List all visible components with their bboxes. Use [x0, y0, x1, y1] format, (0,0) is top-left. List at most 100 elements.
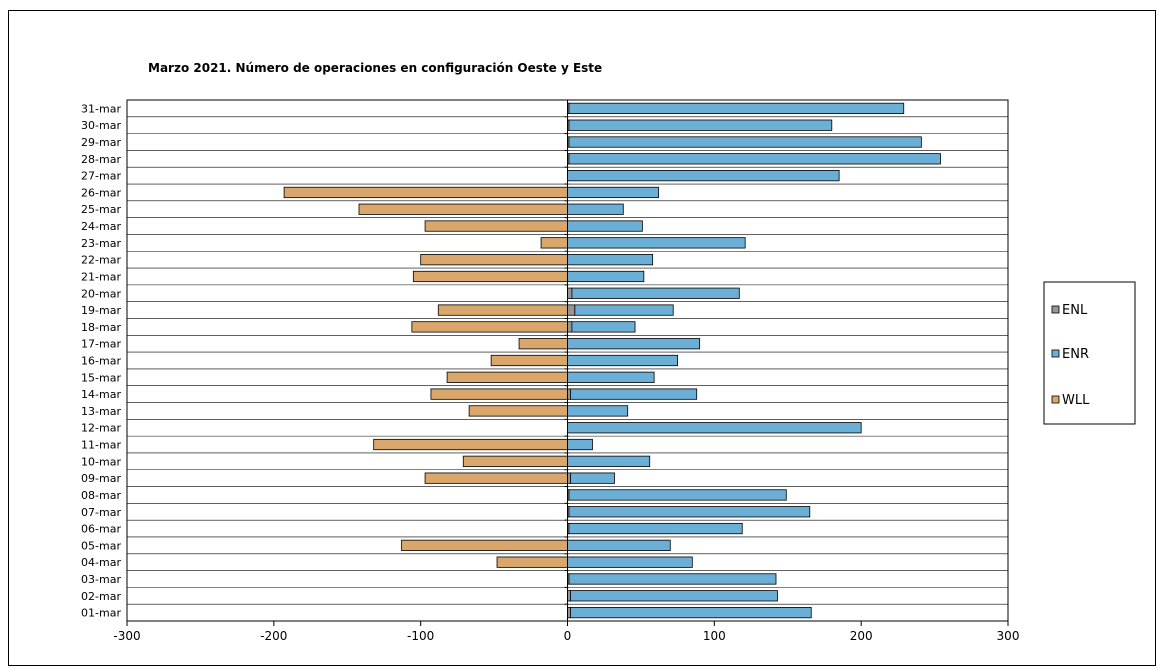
y-tick-label: 08-mar: [81, 489, 121, 502]
y-tick-label: 24-mar: [81, 220, 121, 233]
bar-wll-09-mar: [424, 472, 568, 484]
y-tick-label: 23-mar: [81, 237, 121, 250]
bar-wll-14-mar: [430, 388, 568, 400]
y-tick-label: 01-mar: [81, 607, 121, 620]
bar-wll-13-mar: [468, 405, 568, 417]
y-tick-label: 25-mar: [81, 203, 121, 216]
bar-enr-13-mar: [567, 405, 629, 417]
bar-wll-19-mar: [437, 304, 568, 316]
x-tick-label: -300: [113, 629, 140, 643]
y-tick-label: 29-mar: [81, 136, 121, 149]
bar-wll-26-mar: [283, 186, 568, 199]
y-tick-label: 26-mar: [81, 186, 121, 199]
legend-swatch-enl: [1051, 305, 1060, 314]
bar-wll-25-mar: [358, 203, 568, 215]
chart-title: Marzo 2021. Número de operaciones en con…: [148, 61, 602, 75]
bar-enr-14-mar: [570, 388, 698, 400]
y-tick-label: 27-mar: [81, 170, 121, 183]
bar-enr-02-mar: [570, 590, 778, 602]
bar-enr-27-mar: [567, 170, 840, 182]
bar-wll-04-mar: [496, 556, 568, 568]
legend: ENL ENR WLL: [1043, 281, 1136, 425]
bar-wll-16-mar: [490, 354, 568, 367]
bar-enr-23-mar: [567, 237, 746, 249]
bar-enr-11-mar: [567, 438, 593, 451]
bar-wll-05-mar: [401, 539, 568, 551]
x-tick-label: -100: [407, 629, 434, 643]
bars: [283, 102, 941, 619]
bar-enr-28-mar: [568, 153, 941, 165]
bar-wll-21-mar: [412, 270, 568, 283]
bar-enr-30-mar: [568, 119, 833, 131]
bar-enr-26-mar: [567, 186, 659, 199]
y-tick-label: 05-mar: [81, 539, 121, 552]
bar-enr-07-mar: [568, 506, 811, 518]
bar-enr-19-mar: [574, 304, 674, 316]
y-tick-label: 28-mar: [81, 153, 121, 166]
bar-enl-20-mar: [567, 287, 573, 299]
bar-enr-04-mar: [567, 556, 693, 568]
bar-enr-31-mar: [568, 102, 905, 115]
y-tick-label: 02-mar: [81, 590, 121, 603]
legend-label-wll: WLL: [1062, 393, 1090, 408]
bar-enr-18-mar: [571, 321, 636, 333]
bar-enr-16-mar: [567, 354, 679, 367]
y-tick-label: 22-mar: [81, 254, 121, 267]
bar-enr-21-mar: [567, 270, 645, 283]
bar-enl-19-mar: [567, 304, 576, 316]
chart-svg: Marzo 2021. Número de operaciones en con…: [81, 61, 1136, 643]
bar-enr-29-mar: [568, 136, 922, 148]
bar-wll-17-mar: [518, 338, 568, 350]
y-tick-label: 10-mar: [81, 455, 121, 468]
y-tick-label: 31-mar: [81, 102, 121, 115]
bar-enl-18-mar: [567, 321, 573, 333]
legend-swatch-wll: [1051, 395, 1060, 404]
bar-enr-01-mar: [570, 606, 812, 619]
bar-enr-05-mar: [567, 539, 671, 551]
chart-frame: Marzo 2021. Número de operaciones en con…: [8, 10, 1156, 666]
y-tick-label: 07-mar: [81, 506, 121, 519]
x-tick-label: 0: [564, 629, 572, 643]
legend-label-enl: ENL: [1062, 303, 1088, 318]
y-tick-label: 13-mar: [81, 405, 121, 418]
y-tick-label: 12-mar: [81, 422, 121, 435]
bar-enr-12-mar: [567, 422, 862, 434]
bar-enr-20-mar: [571, 287, 740, 299]
y-tick-label: 19-mar: [81, 304, 121, 317]
x-tick-label: 200: [850, 629, 873, 643]
bar-wll-24-mar: [424, 220, 568, 232]
bar-enr-08-mar: [568, 489, 787, 501]
y-tick-label: 14-mar: [81, 388, 121, 401]
bar-enr-10-mar: [567, 455, 651, 467]
y-tick-label: 21-mar: [81, 270, 121, 283]
bar-wll-10-mar: [462, 455, 568, 467]
y-axis: 01-mar 02-mar 03-mar 04-mar 05-mar 06-mar 07-m…: [81, 99, 569, 622]
x-tick-label: -200: [260, 629, 287, 643]
x-tick-label: 100: [703, 629, 726, 643]
y-tick-label: 11-mar: [81, 439, 121, 452]
bar-enr-06-mar: [568, 522, 743, 535]
y-tick-label: 09-mar: [81, 472, 121, 485]
bar-wll-18-mar: [411, 321, 568, 333]
bar-enr-15-mar: [567, 371, 655, 383]
bar-enr-22-mar: [567, 254, 654, 266]
y-tick-label: 06-mar: [81, 523, 121, 536]
bar-enr-03-mar: [568, 573, 777, 585]
y-tick-label: 17-mar: [81, 338, 121, 351]
legend-swatch-enr: [1051, 349, 1060, 358]
bar-wll-15-mar: [446, 371, 568, 383]
x-axis: -300 -200 -100 0 100 200 300: [113, 621, 1019, 643]
bar-enr-17-mar: [567, 338, 701, 350]
bar-wll-11-mar: [373, 438, 568, 451]
y-tick-label: 04-mar: [81, 556, 121, 569]
y-tick-label: 20-mar: [81, 287, 121, 300]
x-tick-label: 300: [997, 629, 1020, 643]
y-tick-label: 30-mar: [81, 119, 121, 132]
bar-enr-25-mar: [567, 203, 624, 215]
y-tick-label: 18-mar: [81, 321, 121, 334]
y-tick-label: 03-mar: [81, 573, 121, 586]
bar-wll-22-mar: [420, 254, 568, 266]
y-tick-label: 16-mar: [81, 355, 121, 368]
bar-wll-23-mar: [540, 237, 568, 249]
bar-enr-24-mar: [567, 220, 643, 232]
